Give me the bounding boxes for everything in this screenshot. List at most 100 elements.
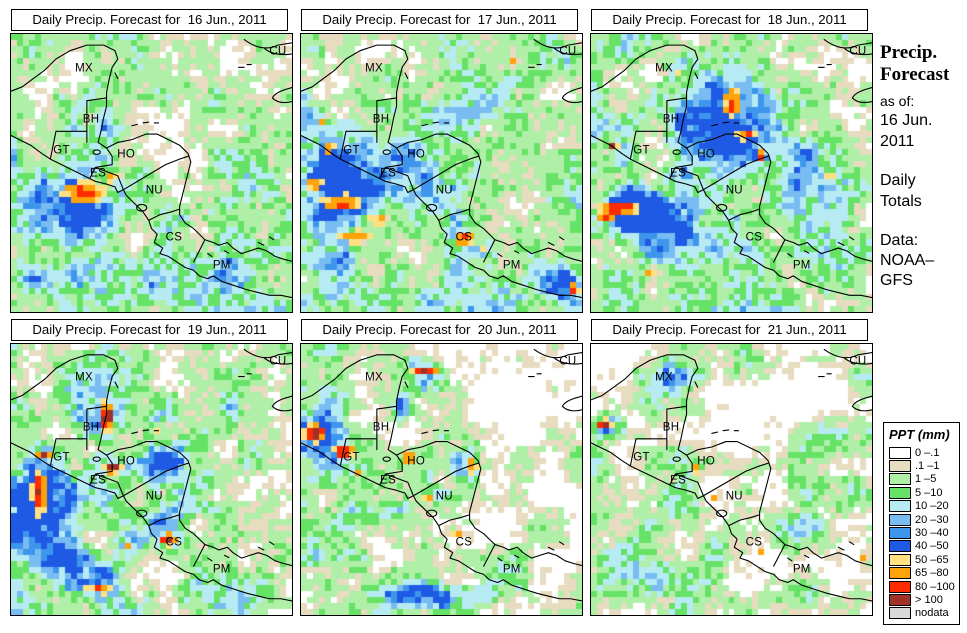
map-region-label-cu: CU bbox=[849, 45, 867, 58]
legend-entry: 1 –5 bbox=[889, 473, 959, 486]
map-region-label-mx: MX bbox=[75, 62, 93, 75]
map-region-label-nu: NU bbox=[145, 184, 163, 197]
map-region-label-cs: CS bbox=[455, 231, 473, 244]
sidebar-title: Precip. Forecast bbox=[880, 42, 949, 86]
legend-swatch bbox=[889, 593, 911, 606]
map-region-label-ho: HO bbox=[697, 455, 716, 468]
precip-map: MX CU BH GT HO ES NU CS PM bbox=[300, 33, 583, 313]
legend-entry: 80 –100 bbox=[889, 580, 959, 593]
legend-entry: 5 –10 bbox=[889, 486, 959, 499]
legend-entry: 0 –.1 bbox=[889, 446, 959, 459]
map-region-label-bh: BH bbox=[372, 421, 390, 434]
legend-swatch bbox=[889, 500, 911, 513]
map-region-label-bh: BH bbox=[662, 113, 680, 126]
source-label: Data: bbox=[880, 232, 919, 249]
legend-label: 50 –65 bbox=[915, 553, 949, 566]
legend-entry: 20 –30 bbox=[889, 513, 959, 526]
forecast-panel-19jun: Daily Precip. Forecast for 19 Jun., 2011… bbox=[10, 319, 293, 616]
legend-swatch bbox=[889, 567, 911, 580]
map-region-label-gt: GT bbox=[53, 144, 70, 157]
legend-entry: .1 –1 bbox=[889, 459, 959, 473]
legend-swatch bbox=[889, 580, 911, 593]
map-region-label-pm: PM bbox=[212, 259, 231, 272]
legend-swatch bbox=[889, 513, 911, 526]
map-region-label-cu: CU bbox=[559, 355, 577, 368]
map-region-label-mx: MX bbox=[365, 62, 383, 75]
legend-label: 5 –10 bbox=[915, 486, 943, 499]
map-region-label-nu: NU bbox=[435, 490, 453, 503]
legend-label: nodata bbox=[915, 607, 949, 620]
forecast-panel-16jun: Daily Precip. Forecast for 16 Jun., 2011… bbox=[10, 9, 293, 313]
region-labels: MX CU BH GT HO ES NU CS PM bbox=[11, 344, 292, 615]
map-region-label-mx: MX bbox=[655, 62, 673, 75]
period-block: Daily Totals bbox=[880, 170, 922, 212]
forecast-panel-21jun: Daily Precip. Forecast for 21 Jun., 2011… bbox=[590, 319, 873, 616]
legend-title: PPT (mm) bbox=[889, 427, 950, 442]
as-of-label: as of: bbox=[880, 93, 915, 109]
map-region-label-bh: BH bbox=[82, 421, 100, 434]
map-region-label-es: ES bbox=[380, 167, 397, 180]
panel-title: Daily Precip. Forecast for 20 Jun., 2011 bbox=[301, 319, 578, 341]
source-line1: NOAA– bbox=[880, 252, 935, 269]
legend-label: .1 –1 bbox=[915, 460, 940, 473]
sidebar-title-line1: Precip. bbox=[880, 42, 938, 63]
map-region-label-bh: BH bbox=[82, 113, 100, 126]
map-region-label-pm: PM bbox=[502, 563, 521, 576]
panel-title: Daily Precip. Forecast for 21 Jun., 2011 bbox=[591, 319, 868, 341]
legend-entry: 50 –65 bbox=[889, 553, 959, 566]
legend-label: 80 –100 bbox=[915, 580, 955, 593]
map-region-label-ho: HO bbox=[407, 148, 426, 161]
map-region-label-cu: CU bbox=[269, 45, 287, 58]
precip-map: MX CU BH GT HO ES NU CS PM bbox=[590, 343, 873, 616]
legend-label: 65 –80 bbox=[915, 567, 949, 580]
legend-swatch bbox=[889, 446, 911, 459]
period-line2: Totals bbox=[880, 193, 922, 210]
map-region-label-pm: PM bbox=[212, 563, 231, 576]
legend-label: 10 –20 bbox=[915, 500, 949, 513]
legend-entry: > 100 bbox=[889, 593, 959, 606]
legend-label: 1 –5 bbox=[915, 473, 937, 486]
precip-map: MX CU BH GT HO ES NU CS PM bbox=[300, 343, 583, 616]
map-region-label-gt: GT bbox=[633, 144, 650, 157]
panel-title: Daily Precip. Forecast for 19 Jun., 2011 bbox=[11, 319, 288, 341]
forecast-panel-18jun: Daily Precip. Forecast for 18 Jun., 2011… bbox=[590, 9, 873, 313]
legend-entry: 40 –50 bbox=[889, 540, 959, 553]
legend-swatch bbox=[889, 553, 911, 566]
map-region-label-gt: GT bbox=[343, 144, 360, 157]
region-labels: MX CU BH GT HO ES NU CS PM bbox=[591, 34, 872, 312]
forecast-panel-17jun: Daily Precip. Forecast for 17 Jun., 2011… bbox=[300, 9, 583, 313]
map-region-label-nu: NU bbox=[725, 490, 743, 503]
map-region-label-gt: GT bbox=[53, 451, 70, 464]
legend-swatch bbox=[889, 540, 911, 553]
sidebar-title-line2: Forecast bbox=[880, 64, 950, 85]
legend-swatch bbox=[889, 473, 911, 486]
map-region-label-cu: CU bbox=[269, 355, 287, 368]
legend-label: 20 –30 bbox=[915, 513, 949, 526]
region-labels: MX CU BH GT HO ES NU CS PM bbox=[591, 344, 872, 615]
map-region-label-cs: CS bbox=[165, 231, 183, 244]
legend-label: 40 –50 bbox=[915, 540, 949, 553]
legend-label: 30 –40 bbox=[915, 527, 949, 540]
map-region-label-bh: BH bbox=[662, 421, 680, 434]
precip-map: MX CU BH GT HO ES NU CS PM bbox=[590, 33, 873, 313]
region-labels: MX CU BH GT HO ES NU CS PM bbox=[301, 344, 582, 615]
map-region-label-pm: PM bbox=[792, 563, 811, 576]
map-region-label-es: ES bbox=[90, 167, 107, 180]
map-region-label-ho: HO bbox=[117, 455, 136, 468]
map-region-label-ho: HO bbox=[407, 455, 426, 468]
panel-title: Daily Precip. Forecast for 18 Jun., 2011 bbox=[591, 9, 868, 31]
map-region-label-es: ES bbox=[90, 474, 107, 487]
map-region-label-cs: CS bbox=[165, 536, 183, 549]
map-region-label-nu: NU bbox=[725, 184, 743, 197]
map-region-label-pm: PM bbox=[502, 259, 521, 272]
forecast-panel-20jun: Daily Precip. Forecast for 20 Jun., 2011… bbox=[300, 319, 583, 616]
map-region-label-es: ES bbox=[670, 474, 687, 487]
precip-map: MX CU BH GT HO ES NU CS PM bbox=[10, 33, 293, 313]
source-line2: GFS bbox=[880, 272, 913, 289]
map-region-label-es: ES bbox=[670, 167, 687, 180]
map-region-label-nu: NU bbox=[435, 184, 453, 197]
panel-title: Daily Precip. Forecast for 16 Jun., 2011 bbox=[11, 9, 288, 31]
legend-swatch bbox=[889, 527, 911, 540]
legend-entry: 30 –40 bbox=[889, 526, 959, 540]
precip-legend: PPT (mm) 0 –.1.1 –1 1 –5 5 –10 10 –20 20 –30… bbox=[883, 422, 960, 626]
